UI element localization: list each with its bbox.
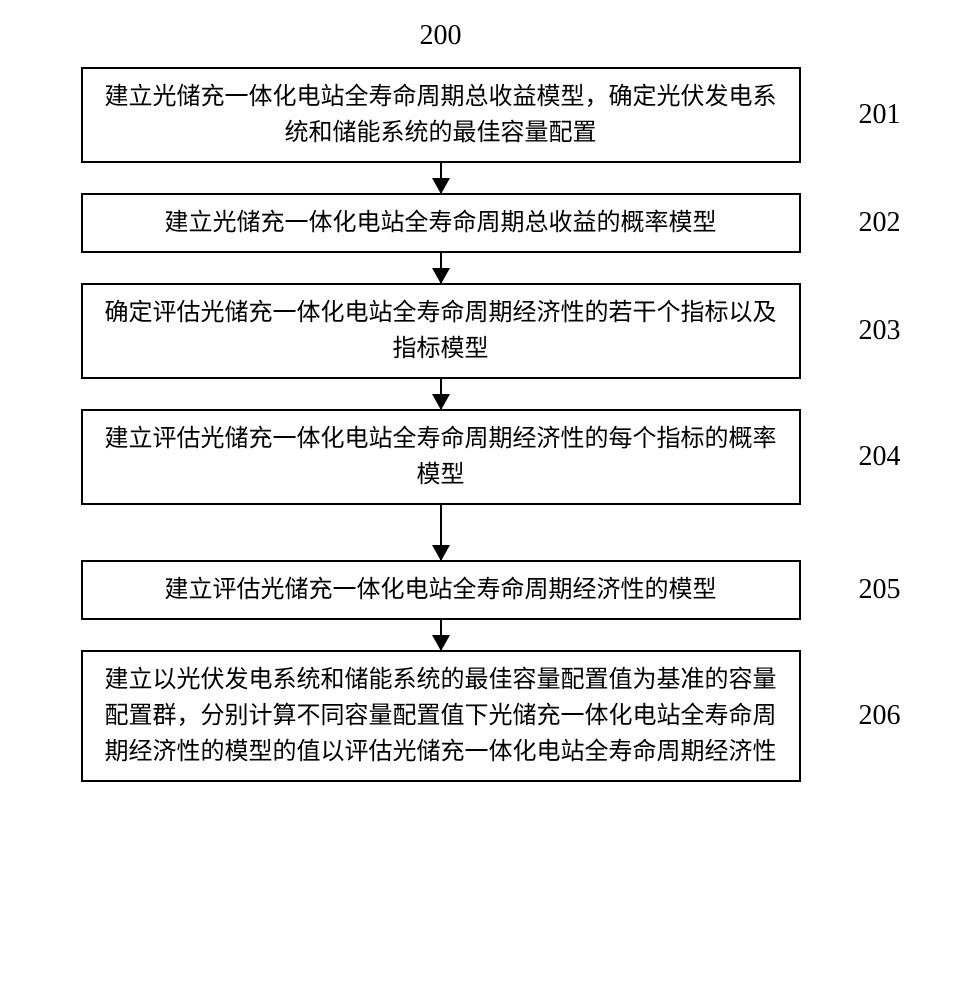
arrow-down-icon (440, 253, 442, 283)
step-box: 建立评估光储充一体化电站全寿命周期经济性的每个指标的概率模型 (81, 409, 801, 505)
step-row-205: 建立评估光储充一体化电站全寿命周期经济性的模型 205 (21, 560, 941, 620)
step-label: 204 (859, 441, 901, 473)
step-label: 201 (859, 99, 901, 131)
step-row-202: 建立光储充一体化电站全寿命周期总收益的概率模型 202 (21, 193, 941, 253)
arrow-wrap (0, 253, 941, 283)
step-box: 建立光储充一体化电站全寿命周期总收益的概率模型 (81, 193, 801, 253)
arrow-wrap (0, 379, 941, 409)
arrow-wrap (0, 505, 941, 560)
step-box: 确定评估光储充一体化电站全寿命周期经济性的若干个指标以及指标模型 (81, 283, 801, 379)
step-box: 建立以光伏发电系统和储能系统的最佳容量配置值为基准的容量配置群，分别计算不同容量… (81, 650, 801, 782)
step-label: 203 (859, 315, 901, 347)
arrow-down-icon (440, 163, 442, 193)
step-label: 202 (859, 207, 901, 239)
step-row-204: 建立评估光储充一体化电站全寿命周期经济性的每个指标的概率模型 204 (21, 409, 941, 505)
step-row-203: 确定评估光储充一体化电站全寿命周期经济性的若干个指标以及指标模型 203 (21, 283, 941, 379)
arrow-down-icon (440, 620, 442, 650)
arrow-down-icon (440, 379, 442, 409)
arrow-down-icon (440, 505, 442, 560)
step-label: 205 (859, 574, 901, 606)
arrow-wrap (0, 620, 941, 650)
step-box: 建立光储充一体化电站全寿命周期总收益模型，确定光伏发电系统和储能系统的最佳容量配… (81, 67, 801, 163)
step-label: 206 (859, 700, 901, 732)
step-row-201: 建立光储充一体化电站全寿命周期总收益模型，确定光伏发电系统和储能系统的最佳容量配… (21, 67, 941, 163)
step-box: 建立评估光储充一体化电站全寿命周期经济性的模型 (81, 560, 801, 620)
flowchart-container: 200 建立光储充一体化电站全寿命周期总收益模型，确定光伏发电系统和储能系统的最… (21, 20, 941, 782)
diagram-title: 200 (0, 20, 941, 52)
arrow-wrap (0, 163, 941, 193)
step-row-206: 建立以光伏发电系统和储能系统的最佳容量配置值为基准的容量配置群，分别计算不同容量… (21, 650, 941, 782)
